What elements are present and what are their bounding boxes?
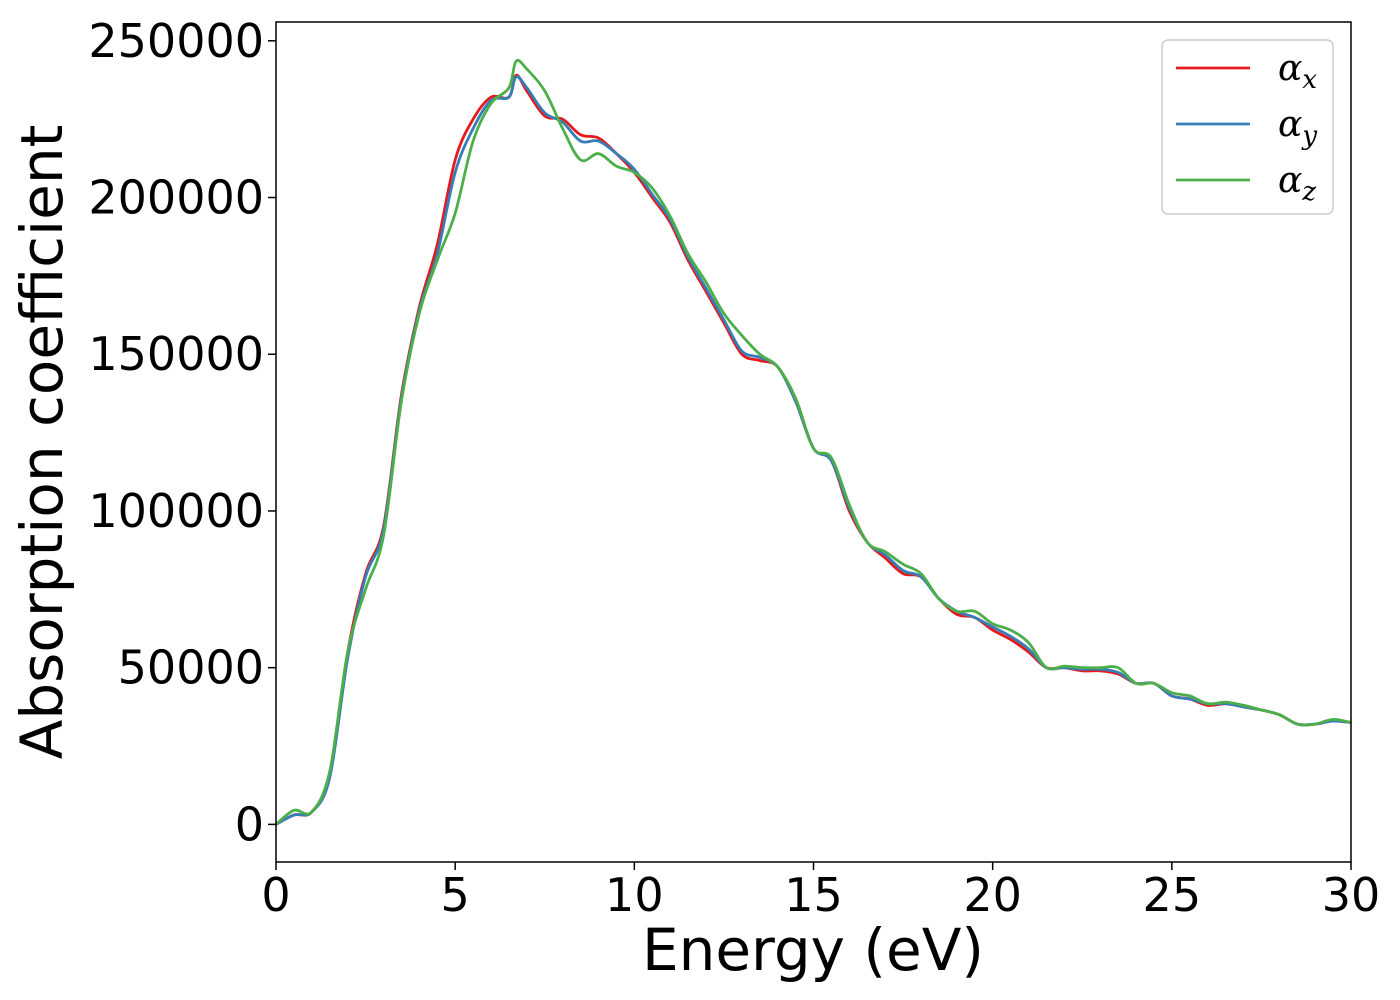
x-axis-label: Energy (eV) (642, 916, 984, 984)
series-layer (275, 58, 1352, 826)
legend: αx αy αz (1161, 39, 1334, 215)
x-tick-label: 25 (1143, 868, 1202, 922)
legend-box (1161, 39, 1334, 215)
x-tick-label: 15 (784, 868, 843, 922)
y-tick-label: 100000 (88, 484, 264, 538)
x-tick-label: 30 (1322, 868, 1381, 922)
x-axis-ticks: 0 5 10 15 20 25 30 (261, 862, 1380, 922)
y-tick-label: 200000 (88, 171, 264, 225)
x-tick-label: 10 (605, 868, 664, 922)
x-tick-label: 5 (441, 868, 470, 922)
legend-label-x: αx (1278, 48, 1317, 95)
series-line-z (275, 58, 1352, 826)
y-tick-label: 150000 (88, 327, 264, 381)
legend-label-y: αy (1278, 104, 1317, 151)
y-tick-label: 0 (235, 797, 264, 851)
x-tick-label: 20 (963, 868, 1022, 922)
y-axis-ticks: 0 50000 100000 150000 200000 250000 (88, 14, 276, 851)
y-tick-label: 250000 (88, 14, 264, 68)
y-tick-label: 50000 (118, 641, 264, 695)
x-tick-label: 0 (261, 868, 290, 922)
legend-label-z: αz (1278, 160, 1316, 207)
y-axis-label: Absorption coefficient (8, 125, 76, 760)
